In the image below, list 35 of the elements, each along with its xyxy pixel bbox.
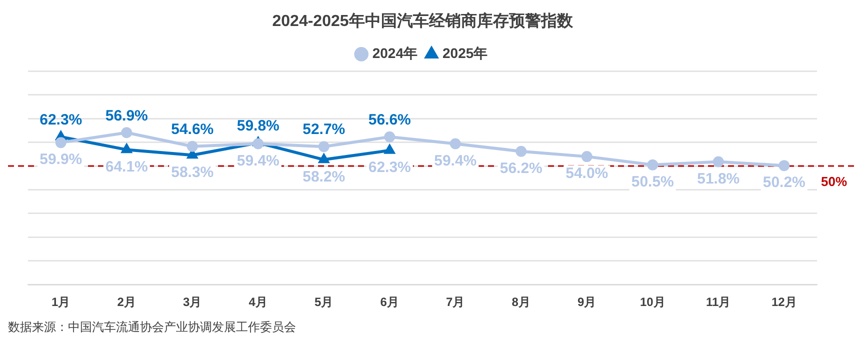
legend-label: 2024年 [372,45,418,62]
chart-title: 2024-2025年中国汽车经销商库存预警指数 [272,12,574,30]
x-tick-label: 1月 [52,295,70,310]
data-label: 50.5% [631,174,674,190]
data-label: 59.4% [236,152,280,170]
source-note: 数据来源：中国汽车流通协会产业协调发展工作委员会 [8,319,297,336]
data-label: 56.9% [105,107,148,124]
data-label: 59.4% [434,152,477,170]
data-label: 54.6% [171,121,214,138]
x-tick-label: 4月 [248,295,268,310]
data-label: 64.1% [105,158,148,176]
data-label: 51.8% [697,170,740,188]
data-label: 58.3% [171,164,214,181]
x-tick-label: 7月 [446,295,465,310]
ref-line-label: 50% [821,174,848,190]
data-label: 59.9% [40,151,82,168]
x-tick-label: 12月 [771,295,797,310]
x-tick-label: 6月 [380,295,399,310]
x-tick-label: 2月 [117,295,136,310]
x-tick-label: 10月 [640,295,666,310]
x-tick-label: 3月 [183,295,202,310]
data-label: 62.3% [40,112,82,129]
data-label: 50.2% [762,174,806,192]
data-label: 56.2% [500,160,542,177]
data-label: 59.8% [236,117,280,134]
x-tick-label: 5月 [314,295,334,310]
x-tick-label: 8月 [512,295,530,310]
legend-label: 2025年 [442,45,488,62]
data-label: 52.7% [302,121,346,138]
x-tick-label: 11月 [706,295,731,310]
data-label: 62.3% [368,159,411,176]
data-label: 58.2% [302,168,346,186]
data-label: 56.6% [368,112,411,129]
x-tick-label: 9月 [578,295,596,310]
data-label: 54.0% [566,165,608,182]
